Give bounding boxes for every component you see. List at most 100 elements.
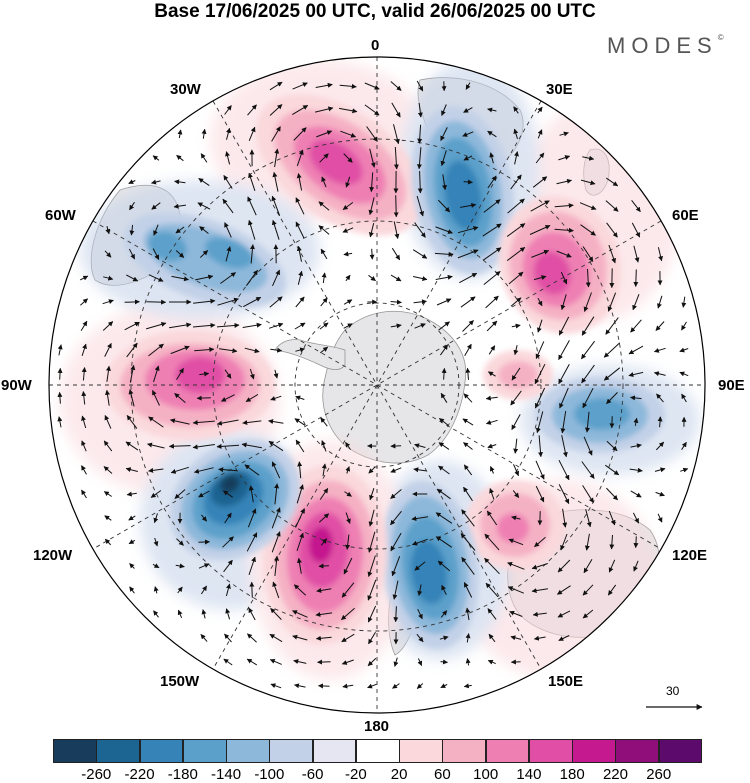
wind-vector [629,467,643,473]
wind-vector [177,586,183,594]
wind-vector [57,416,63,428]
wind-vector [436,298,452,306]
wind-vector [609,534,615,550]
wind-vector [340,130,357,138]
wind-vector [633,245,640,263]
wind-vector [463,442,473,450]
wind-vector [343,299,353,305]
wind-vector [297,270,304,285]
wind-vector [274,483,280,505]
wind-vector [174,393,186,403]
wind-vector [364,82,380,90]
wind-vector [531,563,548,570]
wind-vector [513,345,519,356]
wind-vector [414,323,426,329]
wind-vector [219,348,238,354]
wind-vector [465,633,471,643]
wind-vector [220,394,235,402]
wind-vector [245,393,259,403]
colorbar-tick-label: 20 [390,766,408,783]
wind-vector [223,559,233,573]
wind-vector [511,323,521,329]
wind-vector [558,459,570,481]
wind-vector [465,82,471,90]
wind-vector [416,633,424,643]
wind-vector [201,609,207,619]
wind-vector [223,174,233,189]
wind-vector [171,275,189,282]
wind-vector [345,274,351,282]
wind-vector [368,197,375,216]
wind-vector [413,467,427,473]
wind-vector [242,322,262,328]
wind-vector [417,608,423,620]
wind-vector [369,148,376,168]
wind-vector [562,508,568,528]
wind-vector [153,610,159,618]
wind-vector [630,490,642,498]
wind-vector [296,245,302,262]
wind-vector [104,515,112,521]
wind-vector [192,420,215,426]
wind-vector [342,201,354,211]
colorbar-segment [658,739,703,763]
wind-vector [605,464,620,476]
wind-vector [439,344,449,356]
wind-vector [558,155,571,161]
wind-vector [631,199,641,213]
wind-vector [175,563,185,569]
wind-vector [199,226,209,234]
wind-vector [152,155,160,161]
wind-vector [319,153,329,163]
wind-vector [225,583,231,597]
wind-vector [295,347,306,353]
wind-vector [364,104,380,116]
wind-vector [657,513,663,523]
wind-vector [152,389,160,406]
reference-vector-label: 30 [666,684,680,698]
wind-vector [391,556,401,577]
wind-vector [224,369,232,379]
wind-vector [274,148,280,168]
wind-vector [581,316,595,336]
wind-vector [487,371,496,377]
map-boundary [48,56,706,714]
wind-vector [487,608,497,620]
wind-vector [534,387,546,409]
wind-vector [148,416,164,428]
wind-vector [460,533,476,551]
wind-vector [57,367,63,380]
graticule [49,57,705,713]
wind-vector [657,295,663,309]
wind-vector [368,466,376,474]
wind-vector [173,203,186,209]
wind-vector [271,531,281,553]
wind-vector [321,440,327,452]
wind-vector [247,508,257,528]
wind-vector [193,298,216,304]
wind-vector [461,556,475,575]
wind-vector [339,83,357,89]
wind-vector [369,488,375,501]
wind-vector [225,127,231,140]
wind-vector [216,419,239,426]
colorbar-segment [615,739,660,763]
colorbar-tick-label: -180 [167,766,198,783]
wind-vector [461,509,475,527]
wind-vector [507,586,524,594]
wind-vector [272,171,279,192]
wind-vector [125,467,138,473]
anomaly-negative-sw [169,439,301,561]
wind-vector [489,152,495,164]
wind-vector [297,461,303,479]
wind-vector [608,559,616,573]
wind-vector [580,224,596,236]
wind-vector [292,610,308,618]
wind-vector [681,296,687,308]
wind-vector [435,226,453,234]
colorbar-tick-label: 60 [434,766,451,783]
wind-vector [537,129,543,139]
wind-vector [537,106,543,114]
wind-vector [80,298,88,306]
wind-vector [368,509,375,527]
